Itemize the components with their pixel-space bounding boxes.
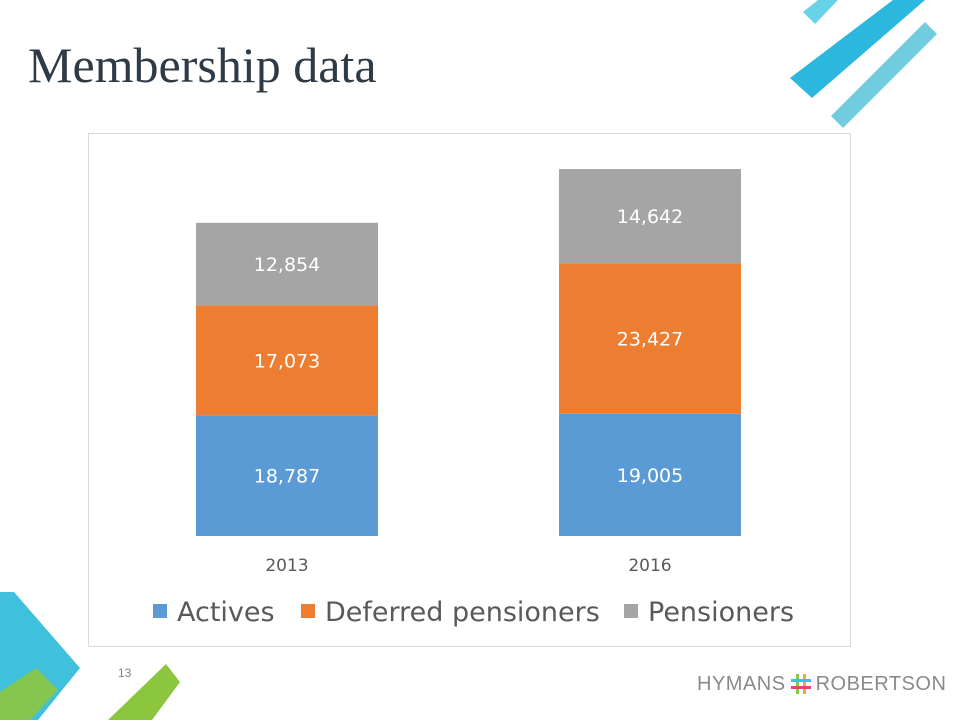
bar-segment: [196, 415, 378, 536]
bar-segment: [559, 169, 741, 264]
data-label: 12,854: [254, 254, 320, 276]
legend-label: Pensioners: [648, 597, 794, 628]
legend-label: Actives: [177, 597, 275, 628]
bottom-left-shapes: [0, 592, 180, 720]
chart-frame: 18,787 17,073 12,854 2013 19,005 23,427 14,642…: [88, 133, 851, 647]
brand-name-left: HYMANS: [697, 672, 786, 695]
data-label: 18,787: [254, 466, 320, 488]
logo-bar: [790, 686, 811, 689]
legend-swatch: [153, 604, 167, 618]
bar-segment: [196, 222, 378, 306]
category-label: 2016: [628, 556, 671, 576]
logo-bar: [802, 674, 806, 694]
stripe-shape: [831, 22, 937, 128]
legend-swatch: [624, 604, 638, 618]
corner-shape: [108, 664, 180, 720]
data-label: 23,427: [617, 328, 683, 350]
legend-swatch: [301, 604, 315, 618]
brand-logo: HYMANS ROBERTSON: [697, 672, 946, 696]
stacked-bar-chart: 18,787 17,073 12,854 2013 19,005 23,427 14,642…: [153, 169, 794, 628]
slide-title: Membership data: [28, 37, 377, 93]
category-label: 2013: [265, 556, 308, 576]
bar-segment: [196, 305, 378, 416]
data-label: 19,005: [617, 465, 683, 487]
stripe-shape: [803, 0, 838, 24]
page-number: 13: [118, 666, 132, 680]
top-right-stripes: [790, 0, 937, 128]
logo-bar: [795, 674, 799, 694]
data-label: 14,642: [617, 206, 683, 228]
data-label: 17,073: [254, 350, 320, 372]
logo-bar: [790, 679, 811, 682]
stripe-shape: [790, 0, 925, 98]
legend-label: Deferred pensioners: [325, 597, 600, 628]
bar-segment: [559, 263, 741, 414]
bar-segment: [559, 413, 741, 536]
hash-logo-icon: [790, 674, 811, 694]
corner-shape: [0, 668, 58, 720]
brand-name-right: ROBERTSON: [815, 672, 947, 695]
